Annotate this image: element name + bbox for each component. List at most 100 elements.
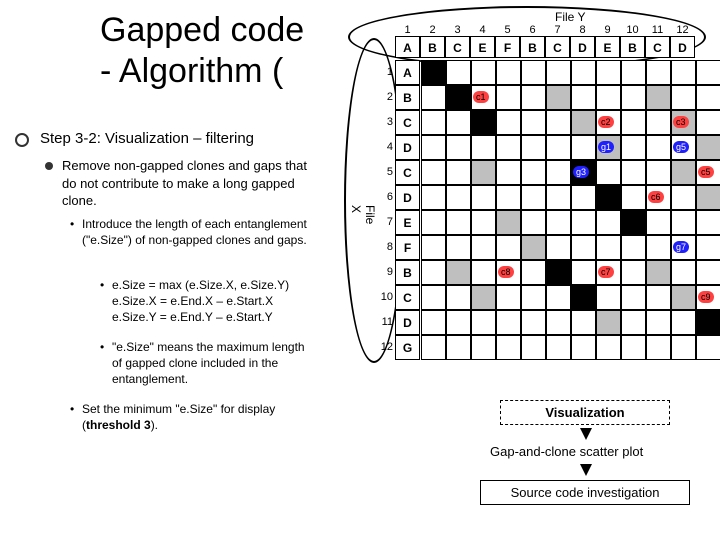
grid-cell — [496, 210, 521, 235]
grid-cell — [521, 110, 546, 135]
grid-cell — [596, 85, 621, 110]
grid-cell — [496, 160, 521, 185]
grid-cell — [571, 110, 596, 135]
row-num: 9 — [379, 260, 393, 285]
threshold-text: Set the minimum "e.Size" for display (th… — [82, 401, 307, 433]
grid-cell — [496, 85, 521, 110]
grid-cell — [446, 185, 471, 210]
grid-cell — [646, 110, 671, 135]
grid-cell — [421, 160, 446, 185]
grid-cell — [696, 335, 720, 360]
grid-cell — [446, 310, 471, 335]
grid-cell — [621, 110, 646, 135]
grid-cell — [671, 285, 696, 310]
row-num: 12 — [379, 335, 393, 360]
grid-cell — [471, 310, 496, 335]
col-header: B — [620, 36, 645, 58]
grid-cell — [571, 60, 596, 85]
src-box: Source code investigation — [480, 480, 690, 505]
f3: e.Size.Y = e.End.Y – e.Start.Y — [112, 310, 273, 324]
title-line2: - Algorithm ( — [100, 52, 283, 90]
col-num: 7 — [545, 24, 570, 36]
grid-cell — [596, 235, 621, 260]
grid-cell — [596, 60, 621, 85]
bullet-esize: • — [100, 278, 104, 292]
grid-cell — [421, 285, 446, 310]
grid-cell — [621, 135, 646, 160]
col-num: 9 — [595, 24, 620, 36]
grid-cell — [471, 285, 496, 310]
grid-cell — [671, 60, 696, 85]
clone-tag: c5 — [698, 166, 714, 178]
grid-cell — [696, 310, 720, 335]
grid-cell — [571, 285, 596, 310]
row-num: 1 — [379, 60, 393, 85]
grid-cell — [621, 210, 646, 235]
grid-cell — [421, 210, 446, 235]
grid-cell — [646, 85, 671, 110]
grid-cell — [571, 85, 596, 110]
row-header: D — [395, 310, 420, 335]
grid-cell — [471, 135, 496, 160]
col-header: F — [495, 36, 520, 58]
clone-tag: c3 — [673, 116, 689, 128]
col-num: 4 — [470, 24, 495, 36]
grid-cell — [496, 285, 521, 310]
introduce-text: Introduce the length of each entanglemen… — [82, 216, 307, 248]
row-header: C — [395, 110, 420, 135]
grid-cell — [471, 60, 496, 85]
clone-tag: c6 — [648, 191, 664, 203]
grid-cell — [421, 60, 446, 85]
col-header: C — [445, 36, 470, 58]
grid-cell — [471, 185, 496, 210]
row-header: B — [395, 260, 420, 285]
grid-cell — [571, 210, 596, 235]
grid-cell — [446, 85, 471, 110]
grid-cell — [596, 285, 621, 310]
esize-formula: e.Size = max (e.Size.X, e.Size.Y) e.Size… — [112, 277, 312, 326]
grid-cell — [596, 335, 621, 360]
grid-cell — [546, 260, 571, 285]
grid-cell — [421, 310, 446, 335]
grid-cell — [671, 210, 696, 235]
row-numbers: 123456789101112 — [379, 60, 393, 360]
row-header: D — [395, 185, 420, 210]
grid-cell — [521, 135, 546, 160]
grid-cell — [646, 285, 671, 310]
grid-cell — [671, 310, 696, 335]
grid — [421, 60, 720, 360]
grid-cell — [571, 185, 596, 210]
row-header: D — [395, 135, 420, 160]
row-num: 10 — [379, 285, 393, 310]
col-num: 12 — [670, 24, 695, 36]
grid-cell — [571, 260, 596, 285]
row-header: F — [395, 235, 420, 260]
viz-box: Visualization — [500, 400, 670, 425]
grid-cell — [421, 235, 446, 260]
grid-cell — [496, 135, 521, 160]
grid-cell — [471, 235, 496, 260]
grid-cell — [521, 85, 546, 110]
gap-tag: g7 — [673, 241, 689, 253]
file-x-label: File X — [349, 205, 377, 224]
grid-cell — [546, 60, 571, 85]
grid-cell — [596, 185, 621, 210]
grid-cell — [646, 310, 671, 335]
grid-cell — [671, 260, 696, 285]
gap-tag: g1 — [598, 141, 614, 153]
grid-cell — [421, 260, 446, 285]
grid-cell — [421, 185, 446, 210]
grid-cell — [546, 160, 571, 185]
viz-label: Visualization — [545, 405, 624, 420]
grid-cell — [646, 335, 671, 360]
grid-cell — [696, 85, 720, 110]
grid-cell — [646, 135, 671, 160]
gap-tag: g5 — [673, 141, 689, 153]
col-header: D — [570, 36, 595, 58]
col-header: C — [545, 36, 570, 58]
grid-cell — [696, 210, 720, 235]
row-num: 8 — [379, 235, 393, 260]
f2: e.Size.X = e.End.X – e.Start.X — [112, 294, 273, 308]
grid-cell — [671, 160, 696, 185]
grid-cell — [621, 310, 646, 335]
